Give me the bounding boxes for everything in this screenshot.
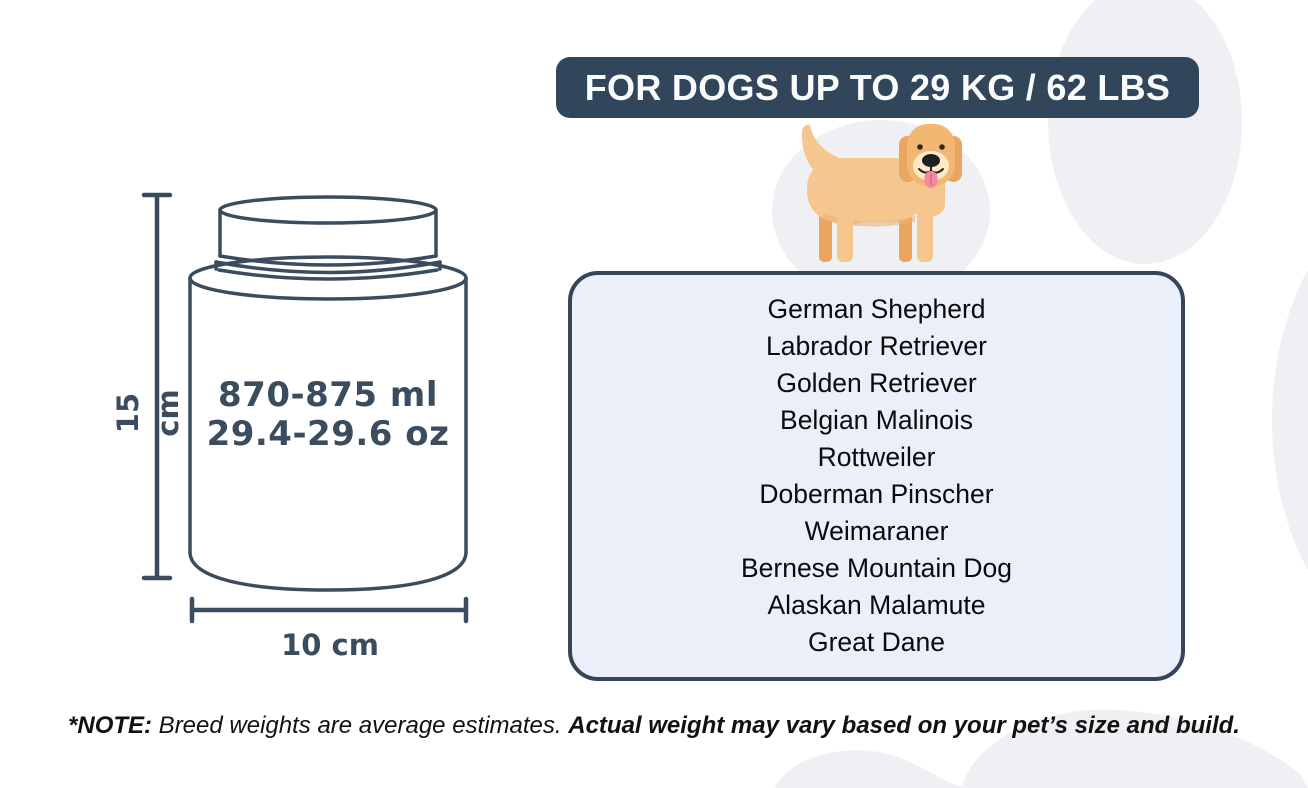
golden-retriever-icon bbox=[801, 124, 962, 262]
paw-print-icon bbox=[1048, 0, 1242, 264]
breed-item: Great Dane bbox=[808, 627, 945, 657]
volume-ml: 870-875 ml bbox=[218, 375, 438, 415]
container-volume-label: 870-875 ml 29.4-29.6 oz bbox=[168, 376, 488, 454]
container-diagram bbox=[141, 192, 469, 624]
note-prefix: *NOTE: bbox=[68, 712, 153, 739]
width-dimension-label: 10 cm bbox=[281, 628, 379, 662]
breed-item: Alaskan Malamute bbox=[767, 590, 986, 620]
breed-item: German Shepherd bbox=[767, 294, 986, 324]
paw-print-icon bbox=[1272, 185, 1308, 655]
height-dimension-label: 15 cm bbox=[111, 389, 185, 437]
breed-item: Weimaraner bbox=[804, 516, 949, 546]
size-banner: FOR DOGS UP TO 29 KG / 62 LBS bbox=[556, 57, 1199, 118]
note-text: *NOTE: Breed weights are average estimat… bbox=[0, 712, 1308, 740]
breed-item: Doberman Pinscher bbox=[759, 479, 994, 509]
breed-list-box: German Shepherd Labrador Retriever Golde… bbox=[568, 271, 1185, 681]
breed-item: Bernese Mountain Dog bbox=[740, 553, 1013, 583]
breed-item: Rottweiler bbox=[817, 442, 936, 472]
breed-item: Golden Retriever bbox=[776, 368, 977, 398]
breed-item: Belgian Malinois bbox=[780, 405, 973, 435]
breed-item: Labrador Retriever bbox=[766, 331, 987, 361]
note-body: Breed weights are average estimates. bbox=[152, 712, 569, 739]
note-emphasis: Actual weight may vary based on your pet… bbox=[568, 712, 1240, 739]
volume-oz: 29.4-29.6 oz bbox=[206, 414, 450, 454]
